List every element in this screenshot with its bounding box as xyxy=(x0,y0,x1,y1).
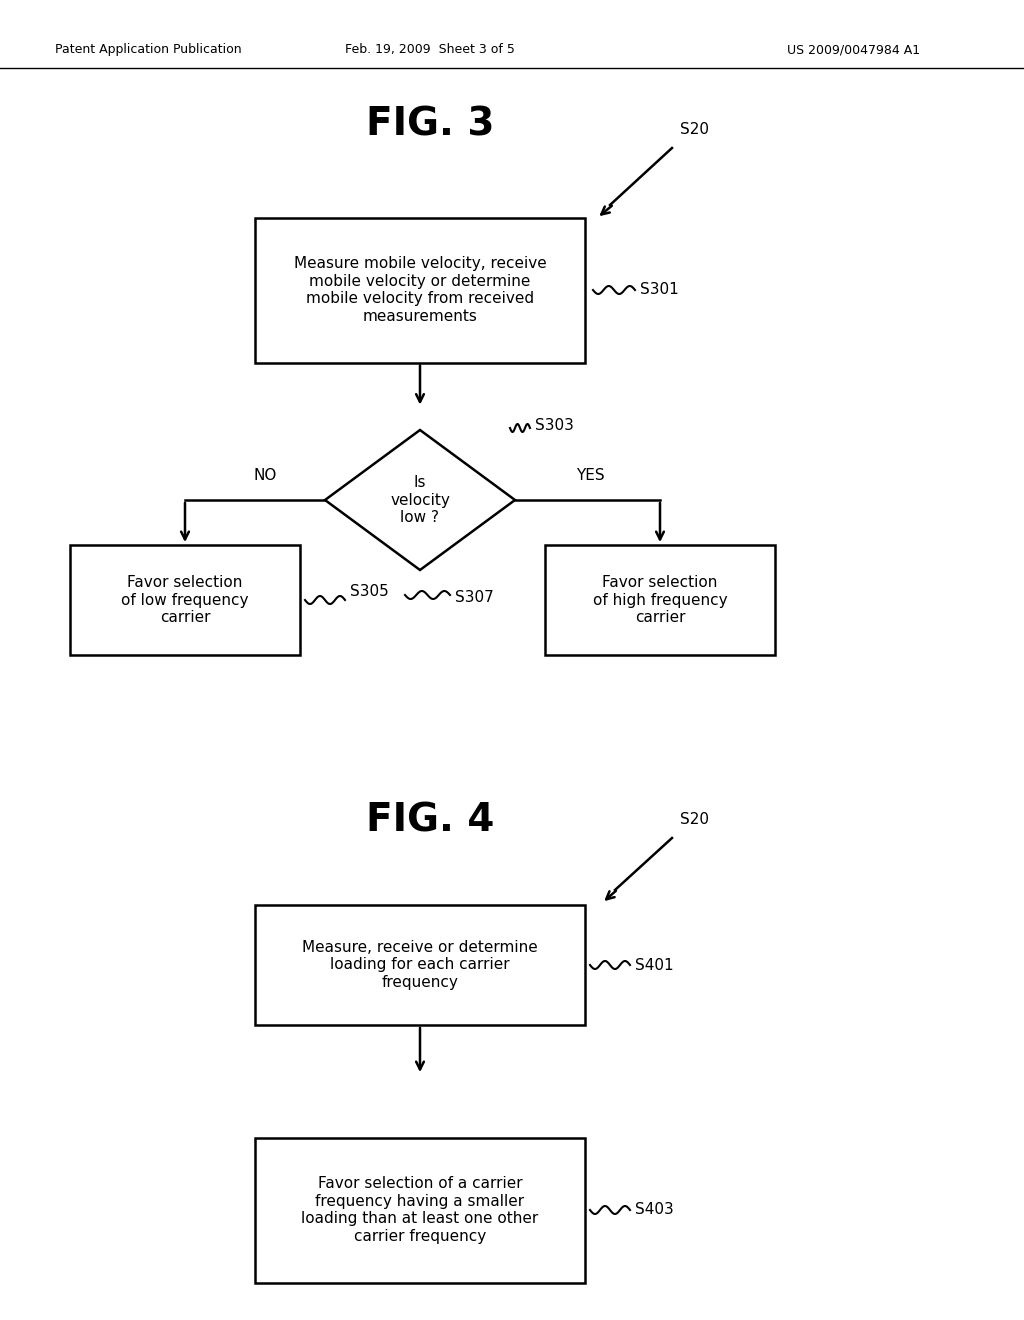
Text: Favor selection
of low frequency
carrier: Favor selection of low frequency carrier xyxy=(121,576,249,624)
Text: Measure, receive or determine
loading for each carrier
frequency: Measure, receive or determine loading fo… xyxy=(302,940,538,990)
Text: NO: NO xyxy=(253,467,276,483)
Bar xyxy=(545,545,775,655)
Text: S303: S303 xyxy=(535,417,573,433)
Text: S307: S307 xyxy=(455,590,494,606)
Bar xyxy=(255,218,585,363)
Bar xyxy=(70,545,300,655)
Text: S305: S305 xyxy=(350,585,389,599)
Text: Is
velocity
low ?: Is velocity low ? xyxy=(390,475,450,525)
Text: Favor selection
of high frequency
carrier: Favor selection of high frequency carrie… xyxy=(593,576,727,624)
Text: US 2009/0047984 A1: US 2009/0047984 A1 xyxy=(786,44,920,57)
Text: S301: S301 xyxy=(640,282,679,297)
Text: FIG. 3: FIG. 3 xyxy=(366,106,495,144)
Polygon shape xyxy=(325,430,515,570)
Text: Measure mobile velocity, receive
mobile velocity or determine
mobile velocity fr: Measure mobile velocity, receive mobile … xyxy=(294,256,547,323)
Text: S401: S401 xyxy=(635,957,674,973)
Text: S403: S403 xyxy=(635,1203,674,1217)
Bar xyxy=(255,1138,585,1283)
Text: YES: YES xyxy=(575,467,604,483)
Text: Favor selection of a carrier
frequency having a smaller
loading than at least on: Favor selection of a carrier frequency h… xyxy=(301,1176,539,1243)
Text: Feb. 19, 2009  Sheet 3 of 5: Feb. 19, 2009 Sheet 3 of 5 xyxy=(345,44,515,57)
Text: S20: S20 xyxy=(680,813,709,828)
Text: S20: S20 xyxy=(680,123,709,137)
Text: FIG. 4: FIG. 4 xyxy=(366,801,495,840)
Text: Patent Application Publication: Patent Application Publication xyxy=(55,44,242,57)
Bar xyxy=(255,906,585,1026)
